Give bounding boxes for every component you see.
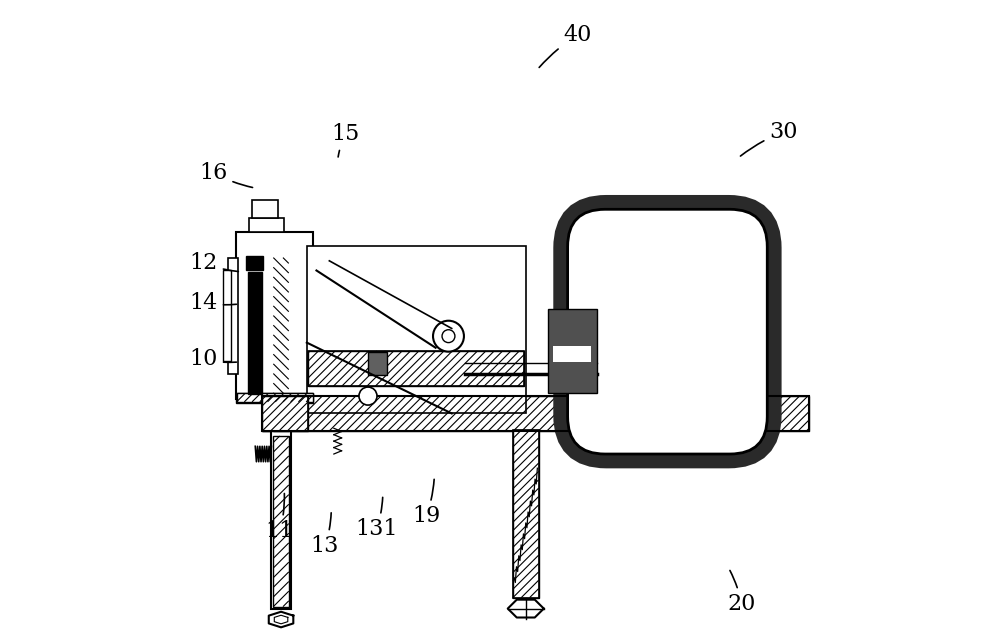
Bar	[252, 200, 278, 218]
Text: 12: 12	[190, 252, 238, 274]
Polygon shape	[269, 612, 293, 627]
Bar	[273, 436, 289, 607]
Bar	[236, 232, 313, 399]
Bar	[246, 256, 263, 270]
Bar	[271, 254, 291, 609]
Bar	[236, 393, 313, 402]
Circle shape	[442, 330, 455, 343]
Bar	[262, 396, 809, 431]
Text: 20: 20	[727, 571, 756, 615]
Bar	[223, 270, 231, 361]
Bar	[548, 309, 597, 393]
Bar	[262, 396, 308, 431]
Bar	[307, 246, 526, 413]
FancyBboxPatch shape	[564, 206, 770, 457]
Bar	[308, 351, 524, 386]
Text: 15: 15	[331, 123, 360, 157]
Bar	[273, 258, 289, 431]
Circle shape	[433, 321, 464, 352]
Text: 11: 11	[266, 493, 294, 542]
Text: 131: 131	[355, 497, 398, 540]
Bar	[368, 352, 387, 375]
Text: 14: 14	[190, 292, 236, 314]
Bar	[249, 218, 284, 232]
Bar	[262, 396, 308, 431]
Bar	[513, 430, 539, 598]
Polygon shape	[508, 600, 544, 618]
Text: 13: 13	[311, 513, 339, 557]
Text: 30: 30	[740, 121, 798, 156]
Circle shape	[359, 387, 377, 405]
Bar	[228, 258, 238, 374]
Bar	[513, 430, 539, 598]
Text: 16: 16	[199, 162, 253, 187]
Text: 19: 19	[412, 479, 440, 527]
Bar	[262, 396, 809, 431]
Bar	[237, 393, 313, 402]
Text: 10: 10	[190, 348, 236, 370]
Text: 40: 40	[539, 24, 591, 68]
FancyBboxPatch shape	[568, 209, 767, 454]
Bar	[248, 272, 262, 394]
Bar	[308, 351, 524, 386]
Bar	[553, 346, 591, 362]
